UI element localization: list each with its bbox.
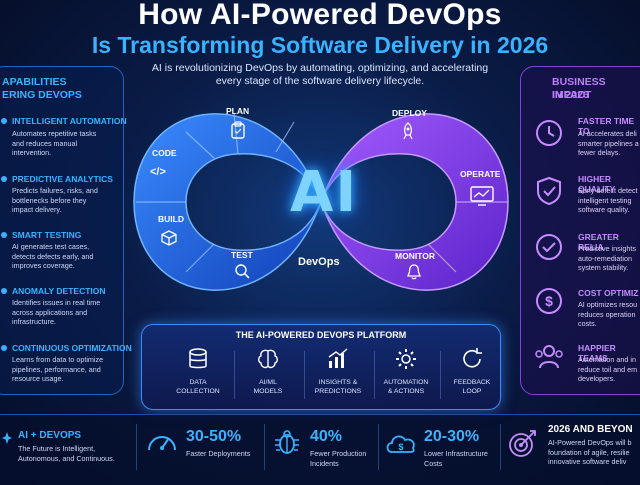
svg-text:$: $ bbox=[545, 293, 553, 309]
divider bbox=[264, 424, 265, 470]
left-loop-ring bbox=[133, 113, 322, 291]
cloud-dollar-icon: $ bbox=[386, 435, 415, 453]
ai-devops-cell: AI + DEVOPS The Future is Intelligent, Au… bbox=[2, 414, 138, 478]
impact-desc: AI accelerates deli smarter pipelines a fe… bbox=[578, 129, 639, 157]
capability-desc: Automates repetitive tasks and reduces ma… bbox=[12, 129, 97, 157]
stat-incidents: 40% Fewer Production Incidents bbox=[310, 428, 367, 468]
divider bbox=[378, 424, 379, 470]
bug-icon bbox=[275, 430, 299, 454]
beyond-desc: AI-Powered DevOps will b foundation of ag… bbox=[548, 438, 632, 466]
dollar-icon: $ bbox=[536, 288, 562, 314]
clock-icon bbox=[536, 120, 562, 146]
impact-title: COST OPTIMIZ bbox=[578, 288, 639, 298]
capability-title: PREDICTIVE ANALYTICS bbox=[12, 174, 113, 184]
page-subtitle-heading: Is Transforming Software Delivery in 202… bbox=[91, 32, 549, 58]
capability-title: ANOMALY DETECTION bbox=[12, 286, 106, 296]
bullet-icon bbox=[1, 288, 7, 294]
divider bbox=[136, 424, 137, 470]
capability-desc: Predicts failures, risks, and bottlenecks… bbox=[12, 186, 98, 214]
bullet-icon bbox=[1, 118, 7, 124]
capability-title: SMART TESTING bbox=[12, 230, 82, 240]
platform-item-insights: INSIGHTS & PREDICTIONS bbox=[308, 347, 368, 396]
platform-item-ai-ml-models: AI/ML MODELS bbox=[238, 347, 298, 396]
platform-item-data-collection: DATA COLLECTION bbox=[168, 347, 228, 396]
check-circle-icon bbox=[536, 234, 562, 260]
team-icon bbox=[535, 345, 563, 369]
shield-check-icon bbox=[537, 176, 561, 206]
divider bbox=[374, 351, 375, 399]
database-icon bbox=[189, 348, 207, 369]
right-loop-ring bbox=[320, 113, 509, 291]
beyond-title: 2026 AND BEYON bbox=[548, 424, 633, 435]
bell-icon bbox=[407, 264, 421, 280]
capabilities-heading-2: ERING DEVOPS bbox=[2, 89, 82, 101]
intro-text: AI is revolutionizing DevOps by automati… bbox=[151, 62, 489, 87]
loop-label-monitor: MONITOR bbox=[395, 251, 435, 261]
impact-heading-1: BUSINESS IMPACT bbox=[552, 76, 606, 101]
divider bbox=[304, 351, 305, 399]
loop-label-plan: PLAN bbox=[226, 106, 250, 116]
devops-label: DevOps bbox=[298, 256, 340, 268]
capability-desc: AI generates test cases, detects defects … bbox=[12, 242, 94, 270]
business-impact-panel bbox=[520, 66, 640, 395]
loop-label-operate: OPERATE bbox=[460, 169, 501, 179]
divider bbox=[234, 351, 235, 399]
chart-icon bbox=[328, 348, 348, 368]
impact-desc: AI optimizes resou reduces operation costs… bbox=[578, 300, 638, 328]
impact-desc: Automation and in reduce toil and em devel… bbox=[578, 355, 638, 383]
rocket-icon bbox=[403, 122, 413, 140]
speedometer-icon bbox=[148, 436, 176, 451]
divider bbox=[500, 424, 501, 470]
ai-devops-desc: The Future is Intelligent, Autonomous, an… bbox=[18, 444, 115, 463]
stat-deployments: 30-50% Faster Deployments bbox=[186, 428, 251, 458]
capabilities-heading-1: APABILITIES bbox=[2, 76, 67, 88]
impact-desc: Early defect detect intelligent testing so… bbox=[578, 186, 638, 214]
page-title: How AI-Powered DevOps bbox=[138, 0, 502, 31]
spark-icon bbox=[2, 432, 12, 444]
bullet-icon bbox=[1, 232, 7, 238]
ai-devops-title: AI + DEVOPS bbox=[18, 430, 82, 441]
capabilities-panel bbox=[0, 66, 124, 395]
monitor-chart-icon bbox=[470, 186, 494, 206]
platform-item-automation: AUTOMATION & ACTIONS bbox=[376, 347, 436, 396]
code-brackets-icon: </> bbox=[150, 166, 166, 178]
impact-title: FASTER TIME TO bbox=[578, 116, 635, 136]
stat-costs: 20-30% Lower Infrastructure Costs bbox=[424, 428, 488, 468]
capability-title: CONTINUOUS OPTIMIZATION bbox=[12, 343, 132, 353]
bullet-icon bbox=[1, 176, 7, 182]
svg-text:$: $ bbox=[398, 442, 403, 452]
brain-icon bbox=[258, 349, 278, 369]
impact-heading-2: IN 2026 bbox=[552, 89, 589, 101]
bullet-icon bbox=[1, 345, 7, 351]
loop-label-test: TEST bbox=[231, 250, 253, 260]
platform-item-feedback: FEEDBACK LOOP bbox=[442, 347, 502, 396]
capability-desc: Learns from data to optimize pipelines, p… bbox=[12, 355, 104, 383]
clipboard-icon bbox=[231, 121, 245, 139]
impact-title: GREATER RELIA bbox=[578, 232, 619, 252]
divider bbox=[440, 351, 441, 399]
loop-label-build: BUILD bbox=[158, 214, 184, 224]
target-icon bbox=[509, 430, 536, 457]
magnifier-icon bbox=[235, 264, 250, 279]
ai-center-text: AI bbox=[290, 160, 359, 225]
capability-desc: Identifies issues in real time across app… bbox=[12, 298, 101, 326]
bottom-bar bbox=[0, 414, 640, 485]
refresh-icon bbox=[463, 348, 482, 368]
capability-title: INTELLIGENT AUTOMATION bbox=[12, 116, 127, 126]
platform-title: THE AI-POWERED DEVOPS PLATFORM bbox=[235, 330, 407, 340]
loop-label-deploy: DEPLOY bbox=[392, 108, 427, 118]
impact-desc: Predictive insights auto-remediation syste… bbox=[578, 244, 636, 272]
gear-icon bbox=[396, 349, 416, 369]
impact-title: HIGHER QUALITY bbox=[578, 174, 616, 194]
devops-infinity-loop bbox=[133, 113, 509, 291]
platform-panel: THE AI-POWERED DEVOPS PLATFORM DATA COLLE… bbox=[141, 324, 501, 410]
impact-title: HAPPIER TEAMS bbox=[578, 343, 616, 363]
cube-icon bbox=[161, 230, 177, 246]
loop-label-code: CODE bbox=[152, 148, 177, 158]
